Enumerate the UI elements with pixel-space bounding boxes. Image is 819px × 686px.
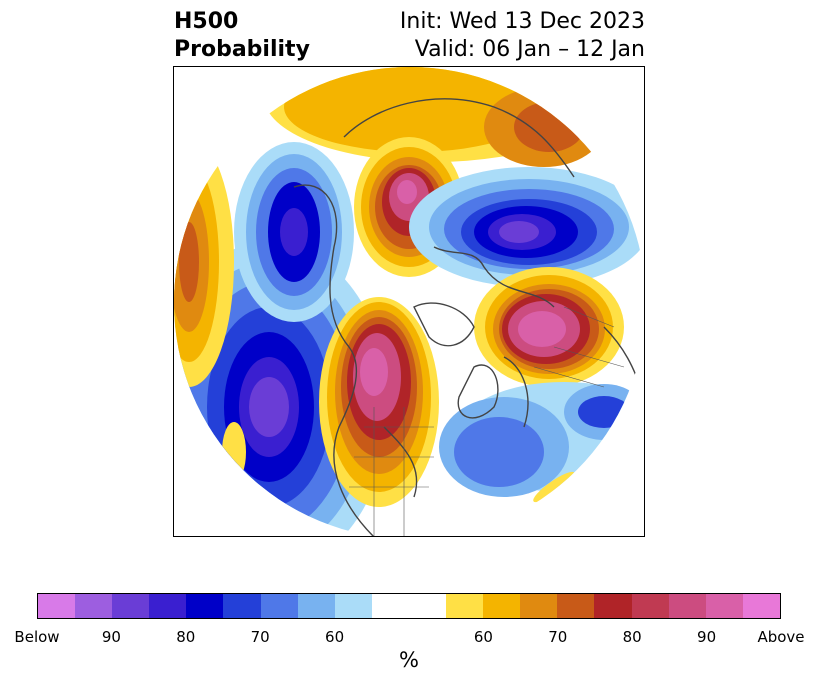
map-panel: [173, 66, 645, 537]
valid-date: Valid: 06 Jan – 12 Jan: [414, 37, 645, 62]
init-date: Init: Wed 13 Dec 2023: [399, 9, 645, 34]
colorbar-segment-below: [38, 594, 76, 618]
colorbar: [37, 593, 781, 619]
colorbar-segment-below: [297, 594, 335, 618]
colorbar-segment-above: [446, 594, 484, 618]
colorbar-tick-label: 80: [622, 628, 642, 646]
borders: [349, 306, 625, 536]
colorbar-segment-above: [668, 594, 706, 618]
colorbar-tick-label: 70: [548, 628, 568, 646]
anomaly-europe-above: [474, 267, 624, 387]
colorbar-segment-above: [594, 594, 632, 618]
polar-map: [174, 67, 644, 536]
anomaly-alaska-below: [234, 142, 354, 322]
colorbar-segment-below: [112, 594, 150, 618]
colorbar-segment-above: [742, 594, 780, 618]
colorbar-tick-label: 90: [697, 628, 717, 646]
colorbar-tick-label: Above: [757, 628, 805, 646]
colorbar-segment-below: [334, 594, 372, 618]
colorbar-segment-below: [149, 594, 187, 618]
colorbar-tick-label: 60: [325, 628, 345, 646]
colorbar-tick-label: 70: [250, 628, 270, 646]
title-line-2: Probability: [174, 37, 310, 62]
chart-title: H500 Probability: [174, 8, 310, 64]
colorbar-unit: %: [399, 648, 419, 672]
colorbar-tick-label: 90: [101, 628, 121, 646]
colorbar-segment-above: [483, 594, 521, 618]
forecast-dates: Init: Wed 13 Dec 2023 Valid: 06 Jan – 12…: [400, 8, 645, 64]
colorbar-tick-label: 80: [176, 628, 196, 646]
colorbar-segment-below: [186, 594, 224, 618]
colorbar-segment-above: [520, 594, 558, 618]
colorbar-segment-above: [705, 594, 743, 618]
colorbar-tick-label: Below: [14, 628, 60, 646]
colorbar-segment-above: [557, 594, 595, 618]
title-line-1: H500: [174, 9, 239, 34]
colorbar-segment-above: [631, 594, 669, 618]
colorbar-segment-below: [223, 594, 261, 618]
colorbar-segment-neutral: [371, 594, 447, 618]
colorbar-tick-label: 60: [473, 628, 493, 646]
colorbar-segment-below: [75, 594, 113, 618]
anomaly-north-america-above: [319, 297, 439, 507]
anomaly-siberia-below: [409, 167, 644, 287]
colorbar-segment-below: [260, 594, 298, 618]
